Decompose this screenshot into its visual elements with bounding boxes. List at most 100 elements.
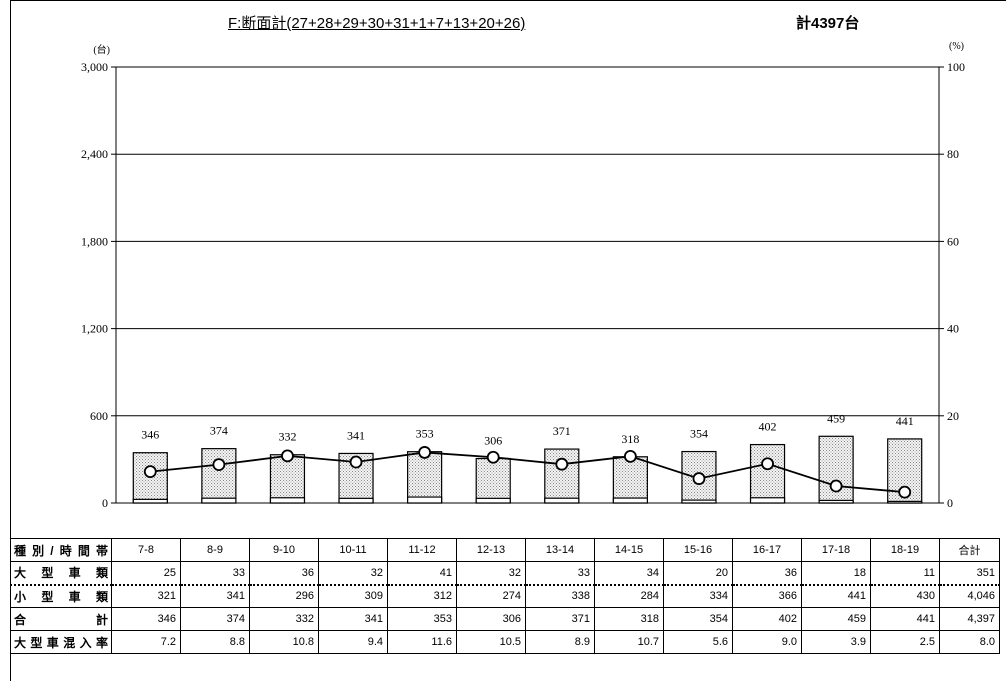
header-time-cell: 7-8 bbox=[111, 538, 181, 562]
bar-value-label: 402 bbox=[759, 420, 777, 434]
left-tick-label: 2,400 bbox=[81, 147, 108, 161]
total-bar bbox=[544, 448, 580, 504]
value-cell: 41 bbox=[387, 561, 457, 586]
mix-rate-point bbox=[143, 465, 157, 479]
value-cell: 459 bbox=[801, 607, 871, 631]
mix-rate-point bbox=[692, 472, 706, 485]
header-time-cell: 13-14 bbox=[525, 538, 595, 562]
value-cell: 9.0 bbox=[732, 630, 802, 654]
right-tick-label: 20 bbox=[947, 409, 959, 423]
mix-rate-line bbox=[150, 451, 905, 493]
value-cell: 341 bbox=[180, 584, 250, 608]
right-tick-label: 0 bbox=[947, 496, 953, 510]
value-cell: 353 bbox=[387, 607, 457, 631]
table-header-row: 種別/時間帯 7-8 8-9 9-10 10-11 11-12 12-13 13-14 14-1… bbox=[10, 538, 1000, 562]
right-unit-label: (%) bbox=[949, 41, 964, 52]
value-cell: 312 bbox=[387, 584, 457, 608]
large-vehicle-bar bbox=[407, 496, 443, 504]
value-cell: 20 bbox=[663, 561, 733, 586]
value-cell: 2.5 bbox=[870, 630, 940, 654]
bar-line-chart: 346 374 332 341 353 306 371 318 354 402 459 441 0 60… bbox=[81, 41, 965, 510]
bar-value-label: 353 bbox=[416, 427, 434, 441]
bar-value-label: 332 bbox=[278, 430, 296, 444]
bar-value-label: 459 bbox=[827, 411, 845, 425]
large-vehicle-bar bbox=[269, 497, 306, 504]
header-time-cell: 17-18 bbox=[801, 538, 871, 562]
value-cell: 441 bbox=[801, 584, 871, 608]
mix-rate-point bbox=[555, 457, 569, 471]
left-tick-label: 600 bbox=[90, 409, 108, 423]
value-cell: 441 bbox=[870, 607, 940, 631]
chart-title: F:断面計(27+28+29+30+31+1+7+13+20+26) bbox=[228, 15, 526, 32]
bar-value-label: 306 bbox=[484, 434, 502, 448]
large-vehicle-bar bbox=[818, 499, 854, 504]
value-cell: 36 bbox=[732, 561, 802, 586]
row-label-cell: 大型車類 bbox=[10, 561, 112, 586]
total-bar bbox=[475, 457, 511, 504]
right-tick-label: 60 bbox=[947, 234, 959, 248]
value-cell: 36 bbox=[249, 561, 319, 586]
total-bar bbox=[612, 456, 648, 504]
value-cell: 341 bbox=[318, 607, 388, 631]
header-time-cell: 8-9 bbox=[180, 538, 250, 562]
header-time-cell: 9-10 bbox=[249, 538, 319, 562]
value-cell: 306 bbox=[456, 607, 526, 631]
row-label-cell: 合計 bbox=[10, 607, 112, 631]
value-cell: 430 bbox=[870, 584, 940, 608]
row-label-cell: 小型車類 bbox=[10, 584, 112, 608]
bar-value-label: 354 bbox=[690, 427, 708, 441]
value-cell: 3.9 bbox=[801, 630, 871, 654]
value-cell: 321 bbox=[111, 584, 181, 608]
header-time-cell: 11-12 bbox=[387, 538, 457, 562]
value-cell: 32 bbox=[318, 561, 388, 586]
header-time-cell: 15-16 bbox=[663, 538, 733, 562]
value-cell: 402 bbox=[732, 607, 802, 631]
bar-value-label: 341 bbox=[347, 428, 365, 442]
header-time-cell: 18-19 bbox=[870, 538, 940, 562]
right-tick-label: 40 bbox=[947, 322, 959, 336]
value-cell: 10.7 bbox=[594, 630, 664, 654]
header-time-cell: 14-15 bbox=[594, 538, 664, 562]
chart-frame bbox=[10, 0, 1006, 681]
value-cell: 5.6 bbox=[663, 630, 733, 654]
table-row: 合計 346 374 332 341 353 306 371 318 354 402 459 441 4,… bbox=[10, 607, 1000, 631]
value-cell: 309 bbox=[318, 584, 388, 608]
large-vehicle-bar bbox=[749, 497, 786, 504]
mix-rate-point bbox=[212, 458, 226, 472]
total-cell: 4,046 bbox=[939, 584, 1000, 608]
value-cell: 274 bbox=[456, 584, 526, 608]
large-vehicle-bar bbox=[475, 497, 511, 504]
data-table: 種別/時間帯 7-8 8-9 9-10 10-11 11-12 12-13 13-14 14-1… bbox=[10, 538, 1000, 654]
value-cell: 371 bbox=[525, 607, 595, 631]
header-label-cell: 種別/時間帯 bbox=[10, 538, 112, 562]
value-cell: 10.5 bbox=[456, 630, 526, 654]
table-row: 大型車混入率 7.2 8.8 10.8 9.4 11.6 10.5 8.9 10.7 5.6 9.0… bbox=[10, 630, 1000, 654]
large-vehicle-bar bbox=[887, 500, 923, 504]
total-bar bbox=[818, 435, 854, 504]
left-unit-label: (台) bbox=[93, 43, 110, 56]
left-tick-label: 3,000 bbox=[81, 60, 108, 74]
right-tick-label: 100 bbox=[947, 60, 965, 74]
value-cell: 9.4 bbox=[318, 630, 388, 654]
header-time-cell: 12-13 bbox=[456, 538, 526, 562]
total-bar bbox=[201, 448, 237, 504]
value-cell: 33 bbox=[525, 561, 595, 586]
total-bar bbox=[749, 443, 786, 504]
total-bar bbox=[407, 451, 443, 504]
value-cell: 338 bbox=[525, 584, 595, 608]
value-cell: 25 bbox=[111, 561, 181, 586]
right-tick-label: 80 bbox=[947, 147, 959, 161]
value-cell: 374 bbox=[180, 607, 250, 631]
value-cell: 33 bbox=[180, 561, 250, 586]
value-cell: 18 bbox=[801, 561, 871, 586]
left-tick-label: 1,800 bbox=[81, 234, 108, 248]
value-cell: 354 bbox=[663, 607, 733, 631]
value-cell: 10.8 bbox=[249, 630, 319, 654]
bar-value-label: 371 bbox=[553, 424, 571, 438]
mix-rate-point bbox=[623, 449, 637, 463]
large-vehicle-bar bbox=[338, 497, 374, 504]
mix-rate-point bbox=[829, 479, 843, 493]
value-cell: 8.8 bbox=[180, 630, 250, 654]
total-cell: 4,397 bbox=[939, 607, 1000, 631]
row-label-cell: 大型車混入率 bbox=[10, 630, 112, 654]
